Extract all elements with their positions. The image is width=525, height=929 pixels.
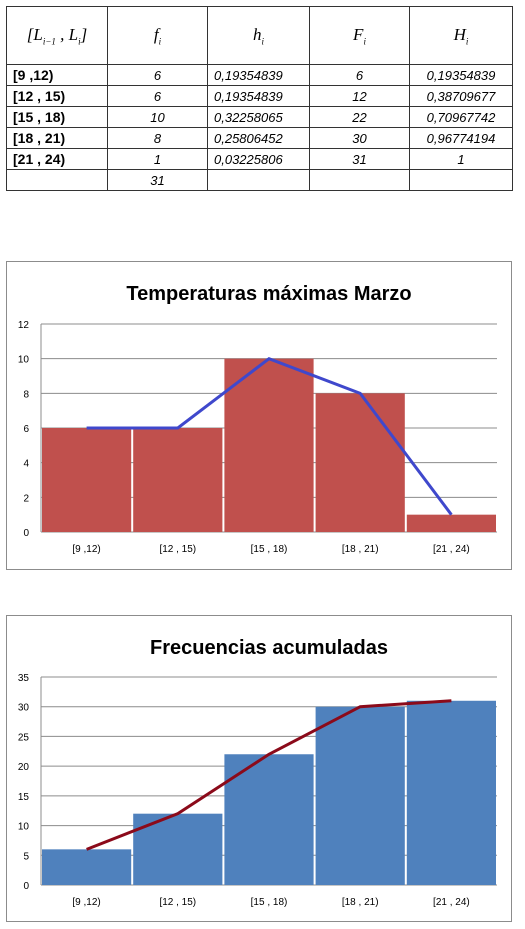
- x-tick-label: [18 , 21): [342, 897, 379, 908]
- cell-h: 0,03225806: [207, 148, 310, 170]
- y-tick-label: 25: [18, 732, 30, 743]
- cell-H: 0,19354839: [409, 64, 513, 86]
- table-header-row: [Li−1 , Li] fi hi Fi Hi: [6, 6, 513, 65]
- cell-f: 8: [107, 127, 208, 149]
- cell-interval: [15 , 18): [6, 106, 108, 128]
- y-tick-label: 12: [18, 320, 30, 331]
- x-tick-label: [21 , 24): [433, 897, 470, 908]
- x-tick-label: [12 , 15): [159, 897, 196, 908]
- x-tick-label: [21 , 24): [433, 544, 470, 555]
- bar: [133, 428, 223, 532]
- cell-total-F: [309, 169, 410, 191]
- cell-interval: [18 , 21): [6, 127, 108, 149]
- bar: [42, 849, 132, 885]
- bar: [406, 700, 496, 885]
- frequency-table: [Li−1 , Li] fi hi Fi Hi [9 ,12) 6 0,1935…: [6, 6, 513, 191]
- cell-total-label: [6, 169, 108, 191]
- chart-title: Frecuencias acumuladas: [150, 637, 388, 659]
- y-tick-label: 0: [23, 528, 29, 539]
- cell-total-H: [409, 169, 513, 191]
- table-row: [15 , 18) 10 0,32258065 22 0,70967742: [6, 106, 513, 128]
- y-tick-label: 5: [23, 851, 29, 862]
- y-tick-label: 15: [18, 792, 30, 803]
- x-tick-label: [12 , 15): [159, 544, 196, 555]
- header-cumulative-relative-frequency: Hi: [409, 6, 513, 65]
- bar: [224, 358, 314, 532]
- y-tick-label: 20: [18, 762, 30, 773]
- cell-total-f: 31: [107, 169, 208, 191]
- x-tick-label: [9 ,12): [72, 897, 100, 908]
- histogram-cumulative-chart: Frecuencias acumuladas 0 5 10 15 20 25 30 35 [9 ,…: [6, 615, 512, 922]
- x-tick-label: [18 , 21): [342, 544, 379, 555]
- cell-f: 6: [107, 85, 208, 107]
- cell-H: 1: [409, 148, 513, 170]
- y-tick-label: 6: [23, 424, 29, 435]
- bar: [406, 514, 496, 532]
- bar: [315, 706, 405, 885]
- header-interval: [Li−1 , Li]: [6, 6, 108, 65]
- x-tick-label: [15 , 18): [251, 544, 288, 555]
- y-tick-label: 0: [23, 881, 29, 892]
- x-tick-label: [15 , 18): [251, 897, 288, 908]
- frequency-polygon-line: [86, 356, 453, 516]
- y-tick-label: 2: [23, 493, 29, 504]
- header-relative-frequency: hi: [207, 6, 310, 65]
- table-row: [9 ,12) 6 0,19354839 6 0,19354839: [6, 64, 513, 86]
- cell-f: 1: [107, 148, 208, 170]
- table-row: [18 , 21) 8 0,25806452 30 0,96774194: [6, 127, 513, 149]
- cell-f: 10: [107, 106, 208, 128]
- cell-F: 6: [309, 64, 410, 86]
- header-cumulative-frequency: Fi: [309, 6, 410, 65]
- cell-f: 6: [107, 64, 208, 86]
- y-tick-label: 4: [23, 459, 29, 470]
- x-tick-label: [9 ,12): [72, 544, 100, 555]
- cell-h: 0,19354839: [207, 85, 310, 107]
- cell-interval: [12 , 15): [6, 85, 108, 107]
- bar: [315, 393, 405, 532]
- bar: [42, 428, 132, 532]
- cell-total-h: [207, 169, 310, 191]
- table-row: [12 , 15) 6 0,19354839 12 0,38709677: [6, 85, 513, 107]
- bar: [224, 754, 314, 885]
- cell-H: 0,70967742: [409, 106, 513, 128]
- cell-h: 0,19354839: [207, 64, 310, 86]
- cell-F: 12: [309, 85, 410, 107]
- cell-F: 31: [309, 148, 410, 170]
- table-row: [21 , 24) 1 0,03225806 31 1: [6, 148, 513, 170]
- cell-interval: [21 , 24): [6, 148, 108, 170]
- cell-interval: [9 ,12): [6, 64, 108, 86]
- histogram-cumulative-svg: Frecuencias acumuladas 0 5 10 15 20 25 30 35 [9 ,…: [18, 637, 497, 908]
- cell-h: 0,25806452: [207, 127, 310, 149]
- y-tick-label: 8: [23, 389, 29, 400]
- header-absolute-frequency: fi: [107, 6, 208, 65]
- histogram-frequency-chart: Temperaturas máximas Marzo 0 2 4 6 8 10 12 [9 ,1…: [6, 261, 512, 570]
- cell-F: 30: [309, 127, 410, 149]
- table-total-row: 31: [6, 169, 513, 191]
- y-tick-label: 10: [18, 822, 30, 833]
- frequency-polygon-line: [86, 699, 452, 851]
- cell-H: 0,96774194: [409, 127, 513, 149]
- cell-H: 0,38709677: [409, 85, 513, 107]
- chart-title: Temperaturas máximas Marzo: [126, 283, 411, 305]
- cell-h: 0,32258065: [207, 106, 310, 128]
- cell-F: 22: [309, 106, 410, 128]
- y-tick-label: 10: [18, 355, 30, 366]
- y-tick-label: 30: [18, 703, 30, 714]
- histogram-frequency-svg: Temperaturas máximas Marzo 0 2 4 6 8 10 12 [9 ,1…: [18, 283, 497, 555]
- y-tick-label: 35: [18, 673, 30, 684]
